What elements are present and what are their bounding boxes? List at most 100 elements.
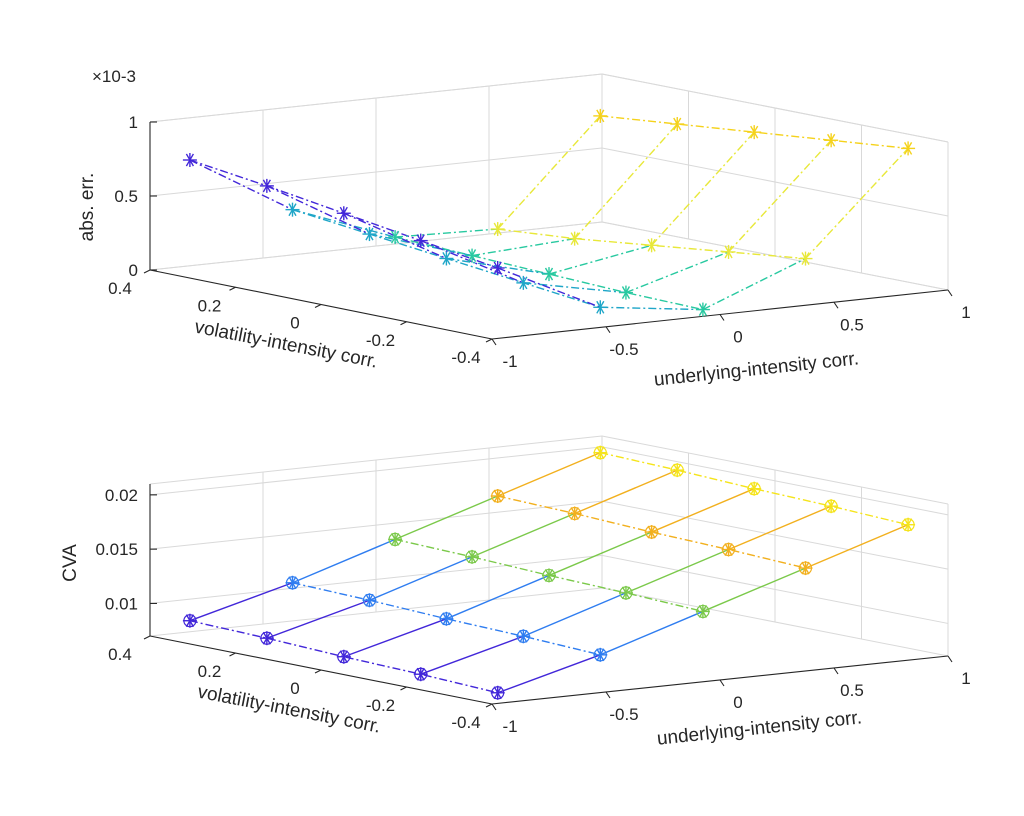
series-line	[394, 538, 704, 613]
z-tick-label: 0	[129, 261, 138, 280]
x-tick-label: 0	[290, 679, 299, 698]
y-tick	[491, 703, 497, 711]
mesh-line	[266, 599, 370, 639]
mesh-line	[395, 228, 498, 238]
x-tick	[314, 669, 322, 674]
data-point	[182, 153, 197, 167]
data-point	[259, 631, 274, 646]
data-point	[593, 108, 608, 123]
y-tick	[833, 667, 839, 675]
data-point	[259, 178, 274, 193]
y-tick	[605, 326, 611, 334]
series-line	[497, 228, 806, 260]
y-tick-label: 1	[961, 669, 970, 688]
data-point	[798, 561, 813, 576]
y-tick	[605, 691, 611, 699]
y-tick	[947, 655, 953, 663]
data-point	[516, 275, 531, 290]
top-panel: 0.4 0.2 0 -0.2 -0.4 -1 -0.5 0 0.5 1 0 0.5 1 abs. err.…	[77, 67, 971, 391]
x-tick	[143, 635, 151, 640]
z-axis-label: CVA	[60, 544, 81, 582]
data-point	[439, 251, 454, 266]
y-tick-label: -0.5	[609, 705, 638, 724]
x-tick-label: -0.2	[366, 696, 395, 715]
mesh-line	[651, 488, 755, 533]
series-line	[600, 451, 909, 526]
data-point	[542, 568, 556, 583]
mesh-line	[343, 618, 447, 658]
data-point	[593, 445, 608, 460]
y-tick	[833, 301, 839, 309]
data-point	[593, 647, 608, 662]
top-back-edge	[149, 435, 949, 505]
data-point	[362, 593, 377, 608]
mesh-line	[446, 574, 550, 620]
mesh-line	[625, 548, 729, 594]
data-point	[182, 613, 197, 628]
y-tick	[947, 289, 953, 297]
z-axis-label: abs. err.	[77, 173, 98, 242]
data-point	[285, 202, 300, 217]
mesh-line	[420, 635, 524, 675]
x-tick	[229, 286, 236, 291]
z-tick-label: 1	[129, 113, 138, 132]
mesh-line	[523, 592, 627, 637]
y-tick-label: 0.5	[840, 315, 864, 334]
mesh-line	[471, 512, 575, 558]
mesh-line	[189, 159, 293, 211]
mesh-line	[600, 610, 704, 656]
x-tick-label: -0.4	[451, 713, 480, 732]
mesh-line	[702, 257, 806, 311]
data-point	[695, 604, 710, 619]
y-tick-label: 0	[733, 693, 742, 712]
y-tick	[491, 338, 497, 346]
z-scale-label: ×10-3	[92, 67, 136, 86]
data-point	[439, 611, 454, 626]
data-point	[567, 506, 582, 521]
x-tick	[314, 304, 322, 308]
mesh-line	[728, 505, 832, 551]
mesh-line	[728, 139, 832, 253]
data-point	[747, 481, 762, 496]
series-line	[189, 620, 498, 694]
y-tick-label: 1	[961, 303, 970, 322]
data-point	[465, 248, 480, 263]
data-point	[542, 267, 556, 282]
data-point	[336, 206, 351, 221]
mesh-line	[266, 185, 370, 235]
data-point	[747, 125, 762, 140]
y-tick-label: 0.5	[840, 681, 864, 700]
x-tick-label: 0	[290, 314, 299, 333]
x-tick-label: -0.2	[366, 331, 395, 350]
mesh-line	[625, 251, 729, 294]
data-point	[721, 244, 736, 259]
data-point	[362, 227, 377, 242]
mesh-line	[574, 469, 678, 515]
x-tick	[400, 321, 407, 326]
x-tick-label: 0.2	[198, 296, 222, 315]
data-point	[618, 285, 633, 300]
mesh-line	[651, 131, 755, 246]
y-tick-label: 0	[733, 328, 742, 347]
x-tick-label: -0.4	[451, 348, 480, 367]
mesh-line	[292, 538, 396, 584]
data-point	[490, 222, 505, 237]
x-tick	[485, 703, 493, 708]
mesh-line	[369, 556, 473, 601]
y-tick-label: -1	[502, 352, 517, 371]
data-point	[644, 238, 659, 253]
y-tick-label: -1	[502, 717, 517, 736]
mesh-line	[497, 115, 601, 230]
data-point	[567, 231, 582, 246]
mesh-line	[471, 237, 575, 257]
mesh-line	[805, 524, 909, 569]
z-tick-label: 0.01	[105, 594, 138, 613]
data-point	[336, 649, 351, 664]
x-tick	[400, 686, 407, 691]
x-tick-label: 0.4	[108, 279, 132, 298]
data-point	[644, 525, 659, 540]
mesh-line	[343, 212, 447, 260]
mesh-line	[523, 282, 627, 294]
series-line	[394, 236, 704, 311]
